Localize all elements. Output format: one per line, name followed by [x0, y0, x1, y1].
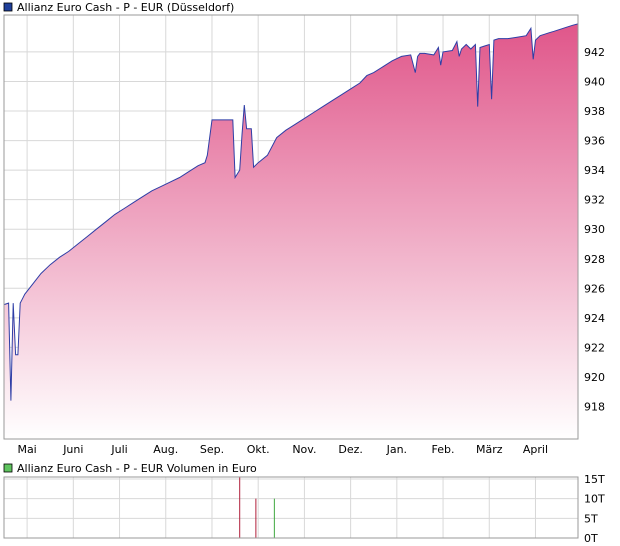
price-y-tick-label: 932 [584, 194, 605, 207]
volume-y-tick-label: 15T [584, 473, 605, 486]
price-x-tick-label: Mai [17, 443, 36, 456]
volume-y-tick-label: 10T [584, 493, 605, 506]
price-x-tick-label: Jan. [386, 443, 407, 456]
price-legend-label: Allianz Euro Cash - P - EUR (Düsseldorf) [17, 1, 234, 14]
price-y-tick-label: 936 [584, 135, 605, 148]
price-y-tick-label: 940 [584, 75, 605, 88]
volume-plot-frame [3, 476, 579, 539]
price-y-tick-label: 920 [584, 371, 605, 384]
price-plot-frame [3, 14, 579, 440]
volume-y-tick-label: 5T [584, 512, 598, 525]
price-x-tick-label: Juni [62, 443, 83, 456]
price-x-tick-label: Sep. [200, 443, 224, 456]
price-x-tick-label: März [476, 443, 503, 456]
price-x-tick-label: Dez. [338, 443, 363, 456]
volume-y-axis: 0T 5T 10T 15T [584, 473, 605, 545]
price-x-tick-label: April [523, 443, 548, 456]
price-y-tick-label: 942 [584, 46, 605, 59]
price-x-tick-label: Nov. [292, 443, 316, 456]
price-y-tick-label: 926 [584, 282, 605, 295]
volume-y-tick-label: 0T [584, 532, 598, 545]
price-x-tick-label: Feb. [432, 443, 455, 456]
price-y-tick-label: 934 [584, 164, 605, 177]
price-y-tick-label: 922 [584, 341, 605, 354]
price-legend-swatch [3, 2, 13, 12]
price-line [3, 23, 579, 401]
volume-bars [239, 477, 275, 538]
price-x-tick-label: Aug. [153, 443, 178, 456]
price-x-tick-label: Juli [110, 443, 127, 456]
price-y-tick-label: 924 [584, 312, 605, 325]
price-area [4, 23, 578, 440]
price-y-tick-label: 938 [584, 105, 605, 118]
price-x-axis: Mai Juni Juli Aug. Sep. Okt. Nov. Dez. Jan. Feb. M… [17, 443, 548, 456]
price-y-tick-label: 930 [584, 223, 605, 236]
volume-grid [4, 477, 578, 539]
price-x-tick-label: Okt. [247, 443, 270, 456]
volume-legend-label: Allianz Euro Cash - P - EUR Volumen in E… [17, 462, 257, 475]
volume-legend-swatch [3, 463, 13, 473]
price-y-tick-label: 918 [584, 400, 605, 413]
price-y-axis: 918 920 922 924 926 928 930 932 934 936 938 940 942 [584, 46, 605, 414]
price-y-tick-label: 928 [584, 253, 605, 266]
